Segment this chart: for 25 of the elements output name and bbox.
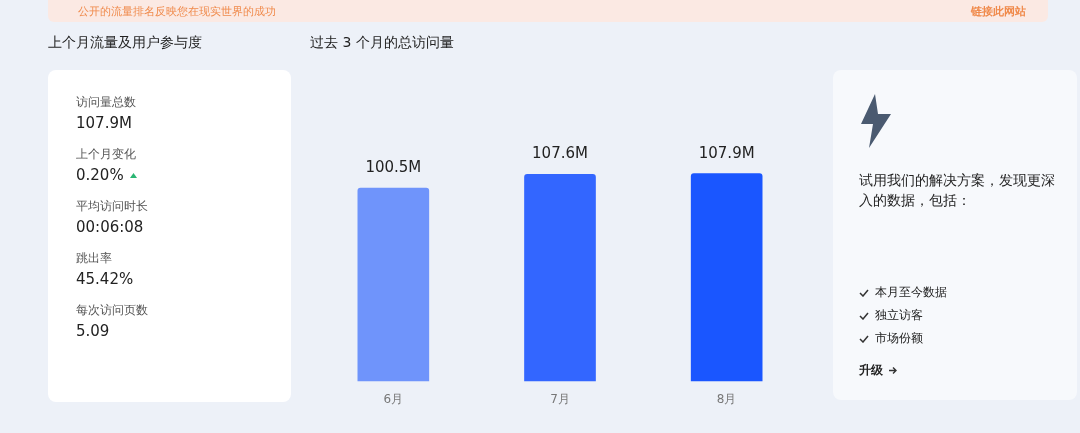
text: 本月至今数据 [875, 284, 947, 301]
x-tick-label: 6月 [383, 391, 404, 406]
text: 0.20% [76, 166, 124, 184]
text: 00:06:08 [76, 218, 144, 236]
text: 上个月流量及用户参与度 [48, 34, 203, 52]
text: 市场份额 [875, 330, 923, 347]
x-tick-label: 8月 [716, 391, 737, 406]
text: 访问量总数 [76, 94, 136, 111]
data-label: 107.9M [698, 143, 755, 162]
text: 独立访客 [875, 307, 923, 324]
text: 公开的流量排名反映您在现实世界的成功 [78, 4, 276, 19]
data-label: 107.6M [532, 144, 588, 163]
text: 链接此网站 [971, 4, 1026, 19]
text: 45.42% [76, 270, 134, 288]
text: 上个月变化 [76, 146, 137, 163]
text: 平均访问时长 [76, 198, 148, 215]
text: 5.09 [76, 322, 110, 340]
text: 升级 [859, 362, 883, 379]
x-tick-label: 7月 [550, 391, 570, 406]
text: 107.9M [76, 114, 132, 132]
text: 试用我们的解决方案，发现更深入的数据，包括： [859, 171, 1056, 210]
text: 跳出率 [76, 250, 113, 267]
data-label: 100.5M [365, 158, 422, 177]
chart-title: 过去 3 个月的总访问量 [310, 34, 455, 52]
text: 每次访问页数 [76, 302, 148, 319]
